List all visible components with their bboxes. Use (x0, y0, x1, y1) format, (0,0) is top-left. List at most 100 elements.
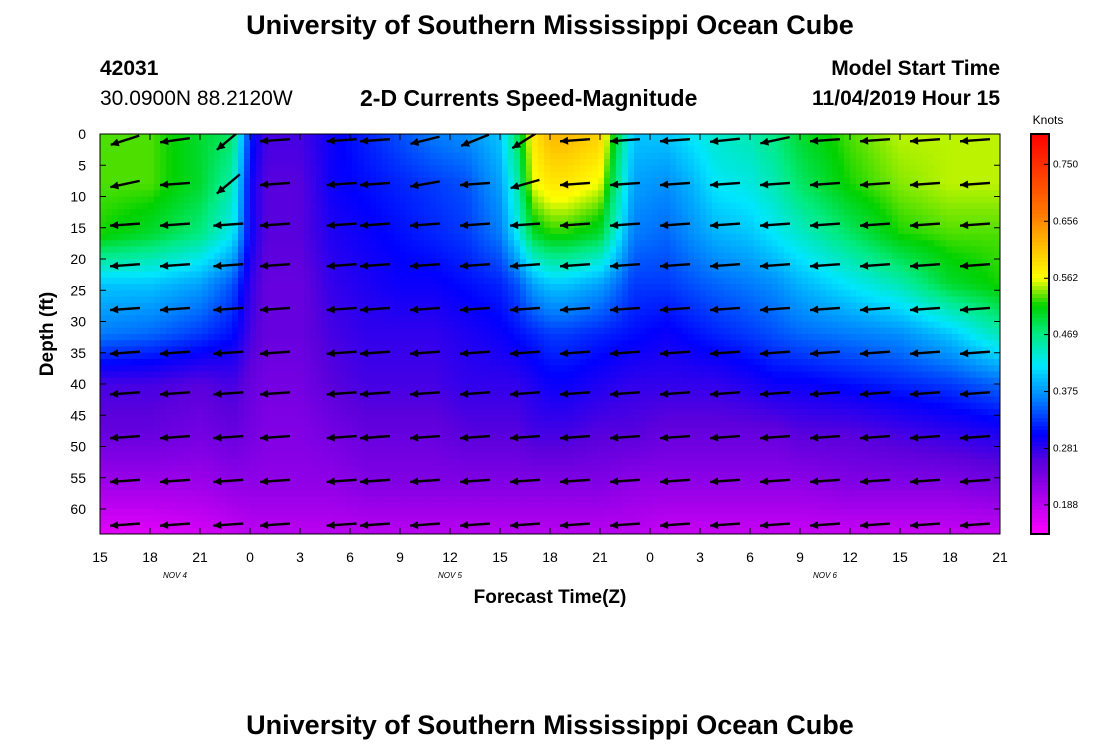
heat-cell (556, 252, 563, 260)
heat-cell (298, 140, 305, 148)
heat-cell (688, 259, 695, 266)
heat-cell (172, 165, 179, 173)
heat-cell (484, 134, 491, 141)
heat-cell (568, 171, 575, 179)
heat-cell (694, 327, 701, 335)
heat-cell (610, 259, 617, 266)
heat-cell (292, 315, 299, 323)
heat-cell (226, 315, 233, 323)
heat-cell (802, 246, 809, 254)
heat-cell (202, 196, 209, 204)
heat-cell (298, 277, 305, 285)
heat-cell (904, 240, 911, 248)
heat-cell (280, 271, 287, 279)
heat-cell (400, 246, 407, 254)
heat-cell (928, 271, 935, 279)
heat-cell (916, 259, 923, 266)
heat-cell (226, 309, 233, 316)
heat-cell (322, 221, 329, 229)
heat-cell (322, 290, 329, 298)
heat-cell (760, 271, 767, 279)
heat-cell (232, 340, 239, 348)
heat-cell (940, 327, 947, 335)
heat-cell (790, 327, 797, 335)
heat-cell (814, 327, 821, 335)
heat-cell (772, 159, 779, 166)
heat-cell (658, 246, 665, 254)
heat-cell (994, 284, 1000, 291)
heat-cell (262, 246, 269, 254)
heat-cell (250, 234, 257, 241)
heat-cell (928, 209, 935, 216)
heat-cell (550, 165, 557, 173)
heat-cell (166, 265, 173, 273)
heat-cell (910, 321, 917, 329)
heat-cell (994, 302, 1000, 310)
heat-cell (220, 209, 227, 216)
heat-cell (364, 277, 371, 285)
heat-cell (484, 202, 491, 210)
heat-cell (892, 177, 899, 185)
heat-cell (124, 246, 131, 254)
heat-cell (556, 140, 563, 148)
heat-cell (130, 209, 137, 216)
heat-cell (520, 334, 527, 341)
heat-cell (502, 177, 509, 185)
heat-cell (100, 190, 107, 198)
heat-cell (838, 277, 845, 285)
heat-cell (796, 284, 803, 291)
heat-cell (256, 140, 263, 148)
heat-cell (742, 152, 749, 160)
heat-cell (724, 246, 731, 254)
heat-cell (436, 165, 443, 173)
heat-cell (844, 177, 851, 185)
heat-cell (766, 240, 773, 248)
heat-cell (580, 240, 587, 248)
heat-cell (550, 309, 557, 316)
heat-cell (166, 152, 173, 160)
heat-cell (286, 209, 293, 216)
heat-cell (658, 334, 665, 341)
heat-cell (196, 271, 203, 279)
heat-cell (262, 259, 269, 266)
heat-cell (712, 290, 719, 298)
heat-cell (658, 202, 665, 210)
heat-cell (736, 315, 743, 323)
heat-cell (268, 334, 275, 341)
heat-cell (766, 165, 773, 173)
heat-cell (544, 171, 551, 179)
heat-cell (370, 290, 377, 298)
heat-cell (466, 234, 473, 241)
heat-cell (406, 271, 413, 279)
heat-cell (790, 159, 797, 166)
heat-cell (298, 134, 305, 141)
heat-cell (598, 271, 605, 279)
heat-cell (814, 246, 821, 254)
heat-cell (544, 215, 551, 223)
heat-cell (538, 221, 545, 229)
heat-cell (454, 277, 461, 285)
heat-cell (406, 240, 413, 248)
heat-cell (448, 234, 455, 241)
heat-cell (154, 177, 161, 185)
heat-cell (682, 215, 689, 223)
heat-cell (892, 134, 899, 141)
heat-cell (862, 202, 869, 210)
heat-cell (790, 265, 797, 273)
heat-cell (142, 159, 149, 166)
heat-cell (334, 334, 341, 341)
heat-cell (550, 315, 557, 323)
heat-cell (256, 209, 263, 216)
heat-cell (106, 209, 113, 216)
heat-cell (400, 134, 407, 141)
heat-cell (334, 277, 341, 285)
heat-cell (220, 215, 227, 223)
heat-cell (154, 271, 161, 279)
heat-cell (304, 265, 311, 273)
heat-cell (592, 177, 599, 185)
heat-cell (238, 159, 245, 166)
heat-cell (190, 265, 197, 273)
heat-cell (208, 246, 215, 254)
heat-cell (406, 196, 413, 204)
